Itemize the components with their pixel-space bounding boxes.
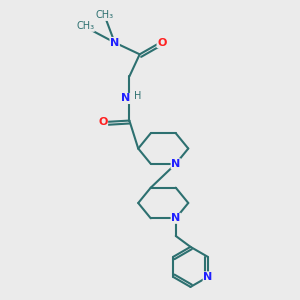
Text: N: N (203, 272, 212, 282)
Text: O: O (98, 117, 108, 127)
Text: H: H (134, 91, 141, 101)
Text: N: N (121, 94, 130, 103)
Text: CH₃: CH₃ (76, 21, 94, 31)
Text: CH₃: CH₃ (95, 11, 113, 20)
Text: O: O (157, 38, 167, 47)
Text: N: N (110, 38, 119, 47)
Text: N: N (171, 159, 180, 169)
Text: N: N (171, 213, 180, 223)
